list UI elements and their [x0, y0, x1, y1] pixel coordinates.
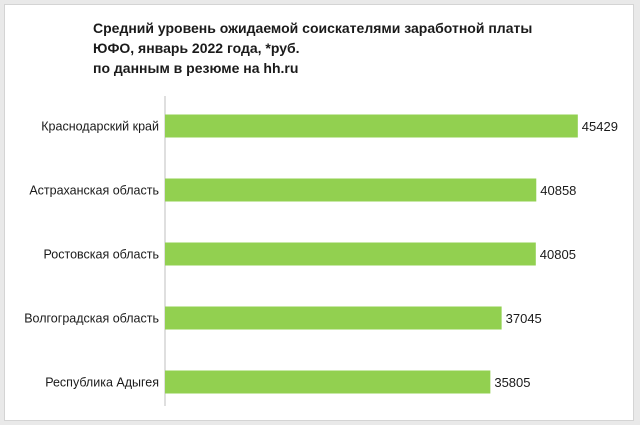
chart-title-line-2: ЮФО, январь 2022 года, *руб.: [93, 40, 300, 56]
value-label-0: 45429: [582, 119, 618, 134]
bar-3: [165, 306, 502, 330]
bar-1: [165, 178, 537, 202]
value-label-4: 35805: [494, 375, 530, 390]
category-label-4: Республика Адыгея: [45, 376, 159, 390]
chart-title-line-1: Средний уровень ожидаемой соискателями з…: [93, 20, 533, 36]
bar-4: [165, 370, 491, 394]
bar-0: [165, 114, 578, 138]
bars-group: Краснодарский край 45429 Астраханская обла…: [24, 114, 618, 394]
value-label-1: 40858: [540, 183, 576, 198]
category-label-3: Волгоградская область: [24, 312, 159, 326]
chart-title-line-3: по данным в резюме на hh.ru: [93, 60, 299, 76]
bar-2: [165, 242, 536, 266]
value-label-2: 40805: [540, 247, 576, 262]
category-label-2: Ростовская область: [44, 248, 160, 262]
value-label-3: 37045: [506, 311, 542, 326]
category-label-1: Астраханская область: [29, 184, 159, 198]
chart-frame: [4, 4, 634, 421]
chart-title: Средний уровень ожидаемой соискателями з…: [93, 18, 532, 78]
category-label-0: Краснодарский край: [41, 120, 159, 134]
